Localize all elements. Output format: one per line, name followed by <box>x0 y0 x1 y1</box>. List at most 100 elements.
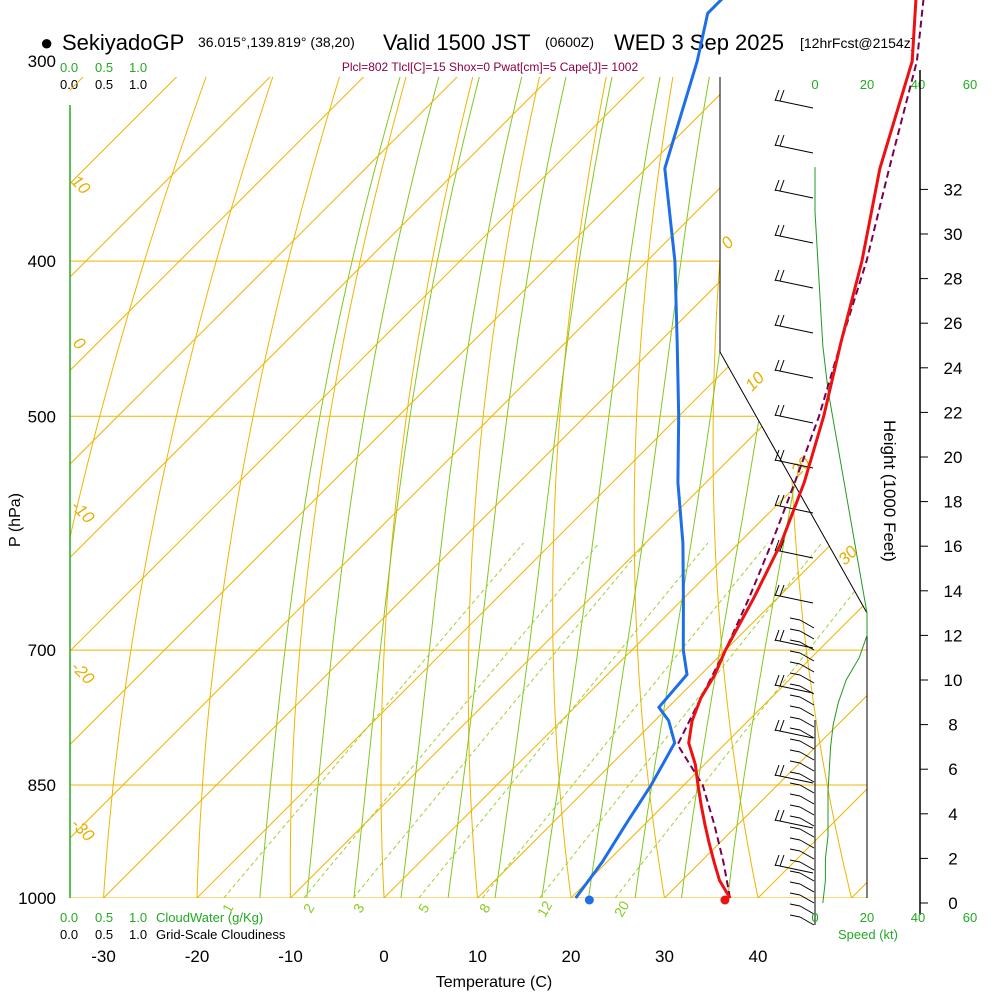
wind-barb-staff <box>774 684 814 694</box>
wind-barb-flag <box>779 179 785 192</box>
isotherm-line <box>664 77 867 898</box>
top-speed-0: 0 <box>811 77 818 92</box>
wind-barb-staff <box>799 872 815 882</box>
bot-cw-1: 0.5 <box>95 910 113 925</box>
wind-barb-flag <box>774 314 780 327</box>
wind-barb-flag <box>789 617 801 621</box>
top-cl-2: 1.0 <box>129 77 147 92</box>
surface-temperature-marker <box>720 895 730 905</box>
top-speed-60: 60 <box>963 77 977 92</box>
wind-barb-staff <box>799 751 815 761</box>
wind-barb-staff <box>799 784 815 794</box>
wind-barb-staff <box>799 762 815 772</box>
wind-barb-staff <box>799 861 815 871</box>
isotherm-line <box>851 77 867 898</box>
wind-barb-flag <box>774 179 780 192</box>
moist-adiabat-line <box>489 77 653 898</box>
parcel-trace <box>676 0 925 899</box>
wind-barb-staff <box>774 414 814 424</box>
dewpoint-trace <box>574 0 724 899</box>
wind-barb-flag <box>774 224 780 237</box>
wind-barb-staff <box>774 99 814 109</box>
moist-adiabat-line <box>583 77 744 898</box>
wind-barb-staff <box>799 894 815 904</box>
mixing-ratio-line <box>481 542 769 898</box>
height-tick-label: 12 <box>944 626 963 645</box>
isotherm-line <box>103 77 867 898</box>
pressure-tick-label: 400 <box>28 252 56 271</box>
pressure-tick-label: 1000 <box>18 889 56 908</box>
wind-barb-flag <box>779 134 785 147</box>
wind-barb-staff <box>799 619 815 629</box>
wind-barb-flag <box>779 359 785 372</box>
isotherm-line <box>70 77 867 898</box>
dry-adiabat-line <box>863 77 867 898</box>
isotherm-line <box>196 77 867 898</box>
wind-barb-flag <box>779 224 785 237</box>
wind-barb-flag <box>779 404 785 417</box>
wind-barb-staff <box>799 806 815 816</box>
temperature-tick-label: -10 <box>278 947 303 966</box>
wind-barb-staff <box>774 639 814 649</box>
bottom-speed-scale: 0 20 40 60 Speed (kt) <box>811 910 977 942</box>
wind-barb-flag <box>789 892 801 896</box>
top-cw-2: 1.0 <box>129 60 147 75</box>
height-tick-label: 18 <box>944 493 963 512</box>
stability-indices: Plcl=802 Tlcl[C]=15 Shox=0 Pwat[cm]=5 Ca… <box>342 60 639 74</box>
isotherm-line <box>757 77 867 898</box>
wind-barb-flag <box>774 809 780 822</box>
top-cl-1: 0.5 <box>95 77 113 92</box>
mix-label-20: 20 <box>611 898 633 920</box>
top-speed-40: 40 <box>911 77 925 92</box>
wind-barb-flag <box>779 809 785 822</box>
wind-barb-flag <box>789 848 801 852</box>
mixing-ratio-line <box>352 542 647 898</box>
iso-label-left-10: 10 <box>67 171 94 198</box>
pressure-axis-ticks: 1000850700500400300250 <box>18 52 56 908</box>
dry-adiabat-line <box>467 77 575 898</box>
wind-barb-flag <box>789 749 801 753</box>
height-tick-label: 32 <box>944 180 963 199</box>
wind-barb-flag <box>789 727 801 731</box>
wind-speed-profile <box>814 167 868 904</box>
height-tick-label: 20 <box>944 448 963 467</box>
pressure-tick-label: 300 <box>28 52 56 71</box>
mix-label-12: 12 <box>534 898 556 920</box>
x-axis-label: Temperature (C) <box>436 974 552 991</box>
wind-barb-flag <box>779 449 785 462</box>
height-axis-label: Height (1000 Feet) <box>880 420 899 562</box>
wind-barb-flag <box>779 269 785 282</box>
mixing-ratio-line <box>614 542 867 898</box>
wind-barb-flag <box>774 89 780 102</box>
wind-barb-staff <box>774 279 814 289</box>
wind-barb-flag <box>789 859 801 863</box>
wind-barb-flag <box>779 539 785 552</box>
wind-barb-flag <box>774 539 780 552</box>
wind-barb-staff <box>799 773 815 783</box>
height-tick-label: 28 <box>944 270 963 289</box>
dry-adiabats <box>70 77 867 898</box>
plot-background-lines <box>70 77 867 898</box>
wind-barb-staff <box>799 817 815 827</box>
wind-barb-staff <box>799 630 815 640</box>
wind-barb-flag <box>789 815 801 819</box>
iso-label-right-10: 10 <box>741 368 768 395</box>
bot-cw-label: CloudWater (g/Kg) <box>156 910 263 925</box>
wind-barb-staff <box>774 234 814 244</box>
height-tick-label: 24 <box>944 359 963 378</box>
wind-barb-flag <box>789 903 801 907</box>
top-speed-scale: 0 20 40 60 <box>811 77 977 92</box>
wind-barb-flag <box>774 449 780 462</box>
mix-label-2: 2 <box>300 901 318 916</box>
mixing-ratio-line <box>303 542 600 898</box>
wind-barb-flag <box>779 674 785 687</box>
height-tick-label: 8 <box>948 716 957 735</box>
wind-barb-staff <box>799 663 815 673</box>
bot-cl-label: Grid-Scale Cloudiness <box>156 927 286 942</box>
top-speed-20: 20 <box>860 77 874 92</box>
temperature-tick-label: 20 <box>562 947 581 966</box>
wind-barb-flag <box>789 705 801 709</box>
isotherm-labels: 10 0 -10 -20 -30 0 10 20 30 <box>67 171 861 845</box>
wind-barb-staff <box>774 729 814 739</box>
